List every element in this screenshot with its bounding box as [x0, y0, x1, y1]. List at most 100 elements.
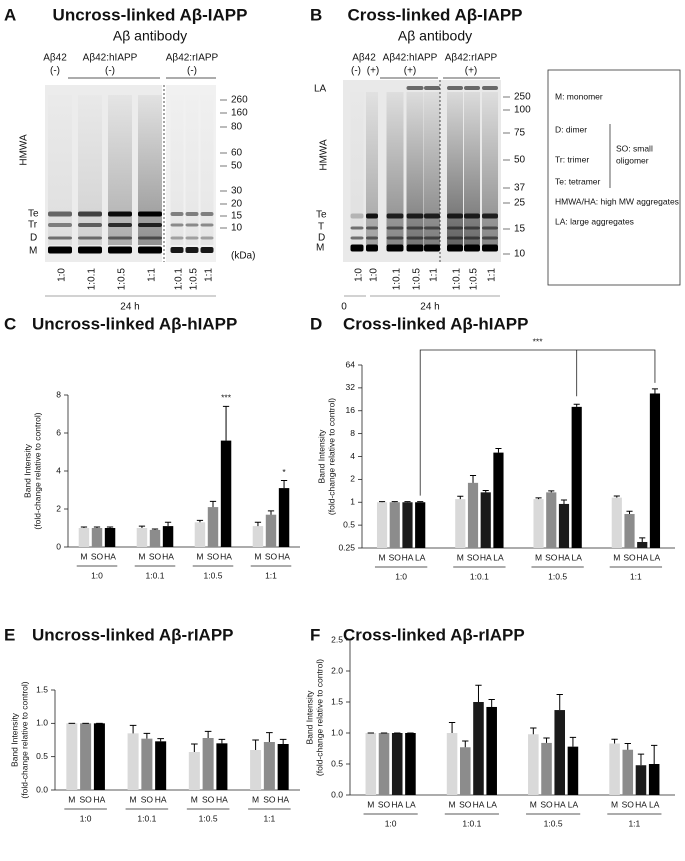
- y-tick-label: 1.5: [331, 696, 343, 706]
- bar-label: M: [457, 552, 464, 562]
- significance: ***: [221, 393, 232, 403]
- bar-label: HA: [216, 794, 228, 804]
- y-axis-label: (fold-change relative to control): [19, 681, 29, 798]
- group-label: 1:0: [385, 818, 397, 828]
- blot-band: [350, 226, 364, 230]
- bar-label: M: [611, 799, 618, 809]
- bar-label: HA: [94, 794, 106, 804]
- bar-label: M: [367, 799, 374, 809]
- bar-label: M: [530, 799, 537, 809]
- y-tick-label: 2.0: [331, 665, 343, 675]
- y-tick-label: 4: [350, 451, 355, 461]
- error-bar: [266, 732, 273, 742]
- panel-letter: D: [310, 314, 322, 333]
- bar-label: SO: [263, 794, 276, 804]
- group-label: 1:0.5: [548, 571, 567, 581]
- error-bar: [93, 526, 101, 528]
- y-tick-label: 0.25: [338, 542, 355, 552]
- marker-label: 20: [231, 199, 243, 210]
- legend-box: [547, 69, 681, 286]
- bar: [571, 406, 582, 548]
- blot-band: [185, 247, 199, 253]
- blot-band: [386, 244, 404, 252]
- chart-title: Cross-linked Aβ-rIAPP: [343, 625, 525, 644]
- error-bar: [475, 684, 482, 702]
- marker-unit: (kDa): [231, 251, 255, 262]
- bar-label: SO: [467, 552, 480, 562]
- bar: [136, 528, 148, 547]
- bar: [278, 488, 290, 547]
- error-bar: [448, 721, 456, 733]
- bar: [188, 752, 200, 790]
- bar: [250, 750, 262, 790]
- error-bar: [651, 388, 658, 394]
- bar-label: M: [252, 794, 259, 804]
- blot-band: [406, 236, 424, 240]
- lane-label: 1:1: [147, 268, 158, 282]
- bar-label: SO: [91, 551, 104, 561]
- y-tick-label: 2: [350, 474, 355, 484]
- panel-title: Cross-linked Aβ-IAPP: [347, 5, 522, 24]
- blot-band: [78, 211, 102, 217]
- group-label: 1:0.5: [544, 818, 563, 828]
- bar-label: SO: [202, 794, 215, 804]
- y-tick-label: 8: [56, 389, 61, 399]
- bar: [459, 747, 471, 795]
- blot-band: [406, 226, 424, 230]
- bar-label: M: [254, 551, 261, 561]
- blot-band: [424, 236, 440, 240]
- y-tick-label: 1.0: [36, 718, 48, 728]
- bar: [78, 528, 90, 547]
- lane-label: 1:0.5: [189, 268, 200, 291]
- blot-band: [170, 223, 184, 227]
- y-tick-label: 8: [350, 428, 355, 438]
- group-label: 1:0.5: [204, 570, 223, 580]
- error-bar: [218, 738, 226, 744]
- blot-band: [464, 236, 480, 240]
- bar-label: HA: [391, 799, 403, 809]
- y-tick-label: 0.0: [331, 789, 343, 799]
- error-bar: [488, 699, 495, 707]
- bar-label: M: [379, 552, 386, 562]
- error-bar: [462, 740, 469, 748]
- bar: [493, 452, 504, 548]
- blot-smear: [366, 92, 378, 245]
- lane-label: 1:0.1: [87, 268, 98, 291]
- bar-label: HA: [480, 552, 492, 562]
- bar: [415, 502, 426, 548]
- blot-band: [48, 246, 72, 254]
- blot-band: [386, 213, 404, 219]
- bar-label: SO: [149, 551, 162, 561]
- band-label: D: [318, 233, 325, 244]
- blot-band: [108, 246, 132, 254]
- group-label: 1:0: [91, 570, 103, 580]
- bar: [202, 738, 214, 790]
- y-tick-label: 4: [56, 465, 61, 475]
- treatment: (+): [367, 66, 380, 77]
- y-tick-label: 1.0: [331, 727, 343, 737]
- blot-smear: [48, 95, 72, 245]
- y-tick-label: 1: [350, 497, 355, 507]
- marker-label: 15: [231, 211, 243, 222]
- blot-smear: [482, 92, 498, 245]
- bar-label: SO: [545, 552, 558, 562]
- y-tick-label: 2.5: [331, 634, 343, 644]
- error-bar: [164, 521, 172, 527]
- blot-band: [185, 223, 199, 227]
- error-bar: [143, 732, 151, 739]
- group-name: Aβ42:hIAPP: [383, 53, 438, 64]
- band-label: Te: [28, 209, 39, 220]
- time-label: 24 h: [120, 302, 139, 313]
- blot-smear: [464, 92, 480, 245]
- bar-label: HA: [636, 552, 648, 562]
- group-label: 1:0: [80, 813, 92, 823]
- marker-label: 100: [514, 105, 531, 116]
- blot-band: [200, 223, 214, 227]
- group-label: 1:1: [628, 818, 640, 828]
- bar-label: SO: [389, 552, 402, 562]
- blot-band: [406, 86, 424, 90]
- blot-band: [200, 212, 214, 216]
- blot-band: [447, 226, 463, 230]
- bar: [127, 733, 139, 790]
- legend-item: D: dimer: [555, 124, 587, 134]
